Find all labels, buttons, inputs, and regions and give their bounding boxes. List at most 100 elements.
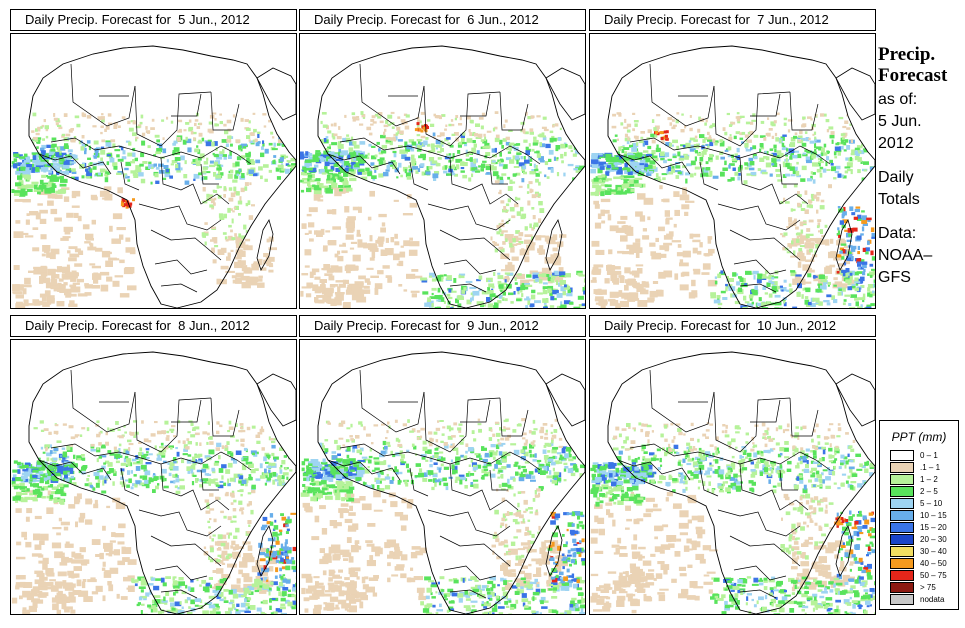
legend-label: 10 – 15 [920,510,947,520]
panel-title: Daily Precip. Forecast for 9 Jun., 2012 [299,315,586,337]
ocean-drizzle [590,184,855,308]
coastline [28,351,296,614]
country-borders [327,63,541,293]
legend-title: PPT (mm) [891,430,947,444]
country-borders [617,63,831,293]
indian-ocean-storm [257,512,296,584]
as-of-date-line2: 2012 [878,135,914,152]
legend-swatch [890,533,914,545]
legend-item: 15 – 20 [880,521,958,533]
panel-title: Daily Precip. Forecast for 7 Jun., 2012 [589,9,876,31]
legend-label: 0 – 1 [920,450,938,460]
legend-item: nodata [880,593,958,605]
heavy-rain-spot [414,122,429,133]
map-svg [300,351,585,614]
legend-swatch [890,581,914,593]
map-svg [590,45,875,308]
legend-item: 10 – 15 [880,509,958,521]
map-svg [590,351,875,614]
land-precip [608,422,875,565]
legend-item: 5 – 10 [880,497,958,509]
forecast-map [589,339,876,615]
map-svg [11,351,296,614]
legend-label: .1 – 1 [920,462,941,472]
as-of-date-line1: 5 Jun. [878,113,922,130]
forecast-map [589,33,876,309]
coastal-precip [300,150,366,195]
legend-swatch [890,569,914,581]
legend-label: 40 – 50 [920,558,947,568]
data-label-line1: Data: [878,225,917,242]
legend-swatch [890,521,914,533]
ocean-drizzle [301,490,568,614]
legend-label: 15 – 20 [920,522,947,532]
southern-precip [420,576,585,614]
panel-title: Daily Precip. Forecast for 6 Jun., 2012 [299,9,586,31]
legend-label: 20 – 30 [920,534,947,544]
madagascar-outline [256,525,274,577]
legend-label: 30 – 40 [920,546,947,556]
legend-item: 1 – 2 [880,473,958,485]
arabia-outline [545,373,585,427]
legend-swatch [890,545,914,557]
legend-item: 30 – 40 [880,545,958,557]
madagascar-outline [835,525,853,577]
data-label-line2: NOAA– [878,247,933,264]
southern-precip [710,576,875,614]
forecast-map [10,339,297,615]
arabia-outline [545,67,585,121]
coastal-precip [590,462,657,507]
legend-swatch [890,557,914,569]
legend-swatch [890,497,914,509]
daily-label-line2: Totals [878,191,920,208]
legend-swatch [890,461,914,473]
country-borders [327,369,541,599]
legend-item: .1 – 1 [880,461,958,473]
as-of-label: as of: [878,91,918,108]
panel-title: Daily Precip. Forecast for 8 Jun., 2012 [10,315,297,337]
arabia-outline [835,67,875,121]
legend-label: 1 – 2 [920,474,938,484]
land-precip [318,110,585,253]
legend-swatch [890,485,914,497]
panel-title: Daily Precip. Forecast for 10 Jun., 2012 [589,315,876,337]
legend-item: 40 – 50 [880,557,958,569]
forecast-map [10,33,297,309]
legend-swatch [890,593,914,605]
panel-title: Daily Precip. Forecast for 5 Jun., 2012 [10,9,297,31]
southern-precip [420,270,585,308]
country-borders [617,369,831,599]
arabia-outline [835,373,875,427]
coastline [607,351,875,614]
side-title-line1: Precip. [878,44,936,65]
coastline [317,351,585,614]
ocean-drizzle [12,184,277,308]
legend-item: 20 – 30 [880,533,958,545]
legend-items: 0 – 1 .1 – 1 1 – 2 2 – 5 5 – 10 10 – 15 15 – 2… [880,449,958,605]
legend-label: 2 – 5 [920,486,938,496]
heavy-rain-spot [654,130,669,141]
coastline [317,45,585,308]
legend-item: 50 – 75 [880,569,958,581]
map-svg [300,45,585,308]
forecast-map [299,339,586,615]
legend-swatch [890,509,914,521]
legend-label: > 75 [920,582,936,592]
arabia-outline [256,373,296,427]
country-borders [38,63,252,293]
coastline [28,45,296,308]
side-title-line2: Forecast [878,65,948,86]
data-label-line3: GFS [878,269,911,286]
land-precip [29,420,296,564]
legend-item: 0 – 1 [880,449,958,461]
side-info: Precip. Forecast as of: 5 Jun. 2012 Dail… [878,44,964,289]
madagascar-outline [835,219,853,271]
indian-ocean-storm [547,511,585,584]
legend-swatch [890,473,914,485]
indian-ocean-storm [836,510,875,584]
legend-item: > 75 [880,581,958,593]
forecast-map [299,33,586,309]
legend-item: 2 – 5 [880,485,958,497]
madagascar-outline [545,525,563,577]
coastal-precip [300,458,365,502]
